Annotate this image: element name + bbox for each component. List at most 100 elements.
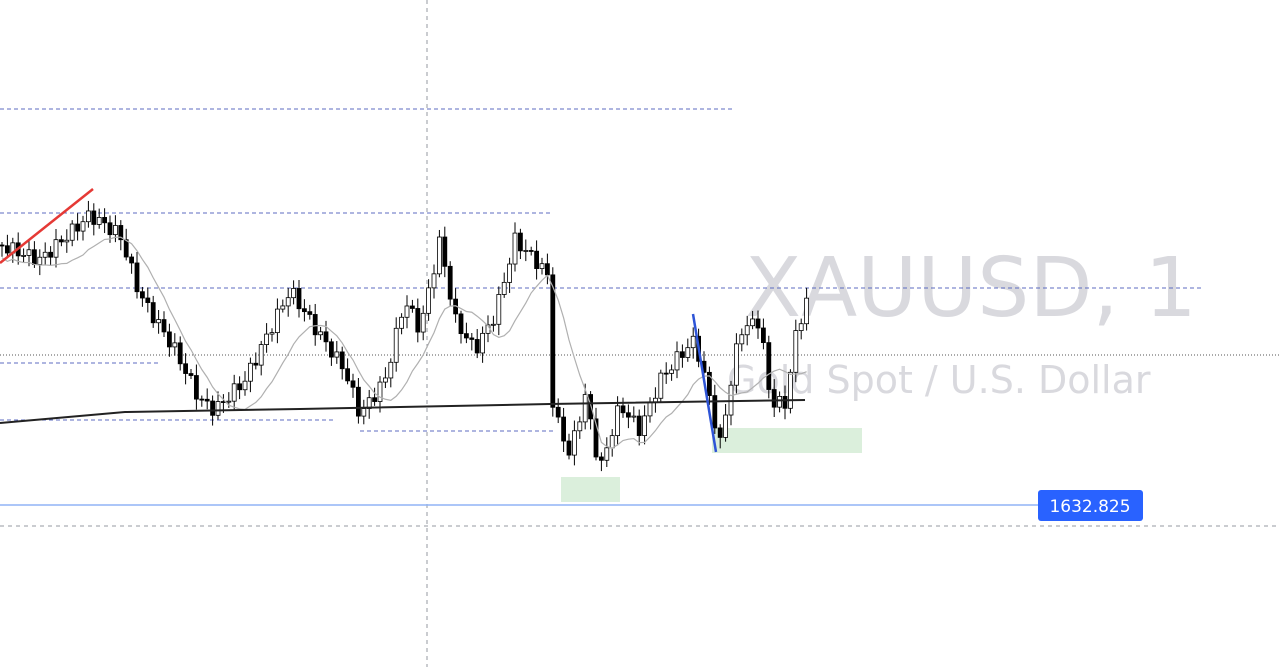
candle-body — [474, 339, 480, 354]
candle-body — [626, 412, 631, 418]
candle-body — [377, 381, 383, 402]
candle-body — [42, 251, 48, 258]
candle-body — [285, 297, 291, 307]
candle-body — [75, 223, 80, 232]
candle-body — [458, 313, 464, 335]
candle-body — [523, 250, 529, 252]
candle-body — [399, 316, 405, 329]
candle-body — [258, 344, 264, 366]
candle-body — [226, 400, 232, 403]
candle-body — [32, 249, 37, 265]
candle-body — [134, 262, 140, 293]
candle-body — [166, 331, 172, 348]
candle-body — [404, 305, 410, 318]
candle-body — [555, 406, 561, 418]
candle-body — [355, 386, 361, 417]
candle-body — [382, 377, 388, 383]
candle-body — [388, 361, 394, 379]
candle-body — [291, 288, 297, 299]
trend-line — [691, 313, 718, 453]
candle-body — [129, 256, 135, 264]
candle-body — [777, 395, 782, 408]
candle-body — [674, 351, 680, 371]
candle-body — [107, 222, 113, 236]
candle-body — [723, 414, 728, 438]
candle-body — [269, 332, 275, 335]
candle-body — [215, 401, 221, 416]
candle-body — [717, 427, 723, 438]
candle-body — [420, 312, 426, 333]
candle-body — [37, 256, 43, 265]
price-label-box — [1038, 490, 1143, 521]
candle-body — [755, 318, 761, 329]
candle-body — [91, 210, 97, 225]
candle-body — [636, 415, 642, 436]
candle-body — [372, 397, 378, 402]
candle-body — [620, 405, 626, 414]
candle-body — [663, 372, 669, 375]
candle-body — [161, 319, 167, 333]
candle-body — [496, 294, 502, 325]
candle-body — [512, 232, 518, 265]
candle-body — [177, 342, 183, 365]
candle-body — [712, 395, 718, 429]
moving-average-slow — [0, 399, 806, 424]
candle-body — [156, 319, 162, 324]
candle-body — [345, 368, 351, 382]
candle-body — [609, 435, 615, 449]
candle-body — [728, 384, 734, 416]
candle-body — [766, 342, 772, 390]
candle-body — [150, 302, 156, 324]
candle-body — [26, 249, 32, 256]
candle-body — [339, 351, 345, 370]
candle-body — [415, 308, 421, 333]
candle-body — [361, 408, 367, 417]
candle-body — [431, 273, 437, 289]
candle-body — [631, 415, 637, 418]
candle-body — [572, 430, 577, 456]
candle-body — [550, 274, 556, 408]
candle-body — [447, 265, 453, 300]
candle-body — [604, 447, 610, 461]
candle-body — [685, 347, 691, 358]
price-label: 1632.825 — [1049, 497, 1130, 517]
candle-body — [642, 415, 647, 436]
candle-body — [21, 255, 27, 257]
candle-body — [86, 210, 91, 223]
candle-body — [539, 263, 545, 269]
candle-body — [545, 263, 550, 276]
candle-body — [210, 400, 216, 416]
candle-body — [782, 395, 788, 409]
candle-body — [593, 418, 599, 458]
candle-body — [734, 343, 739, 386]
candle-body — [480, 332, 486, 354]
candle-body — [328, 341, 334, 358]
candle-body — [761, 327, 766, 344]
candle-body — [350, 380, 356, 388]
candle-body — [188, 373, 194, 376]
candle-body — [409, 305, 415, 309]
candle-body — [426, 287, 432, 314]
candle-body — [669, 369, 674, 374]
candle-body — [490, 323, 496, 326]
candle-body — [118, 225, 124, 241]
candle-body — [69, 223, 75, 241]
candle-body — [280, 305, 286, 310]
candle-body — [469, 337, 475, 340]
candle-body — [301, 308, 307, 313]
candle-body — [566, 440, 572, 456]
candle-body — [145, 297, 151, 303]
candle-body — [739, 334, 745, 345]
candle-body — [393, 327, 399, 363]
candle-body — [80, 221, 86, 232]
candle-body — [798, 323, 804, 331]
candle-body — [793, 330, 799, 373]
candle-body — [123, 239, 129, 258]
demand-zone — [712, 428, 862, 453]
candle-body — [318, 331, 324, 336]
candle-body — [577, 421, 583, 432]
candle-body — [307, 311, 313, 315]
candle-body — [323, 331, 329, 343]
candle-body — [442, 236, 448, 267]
